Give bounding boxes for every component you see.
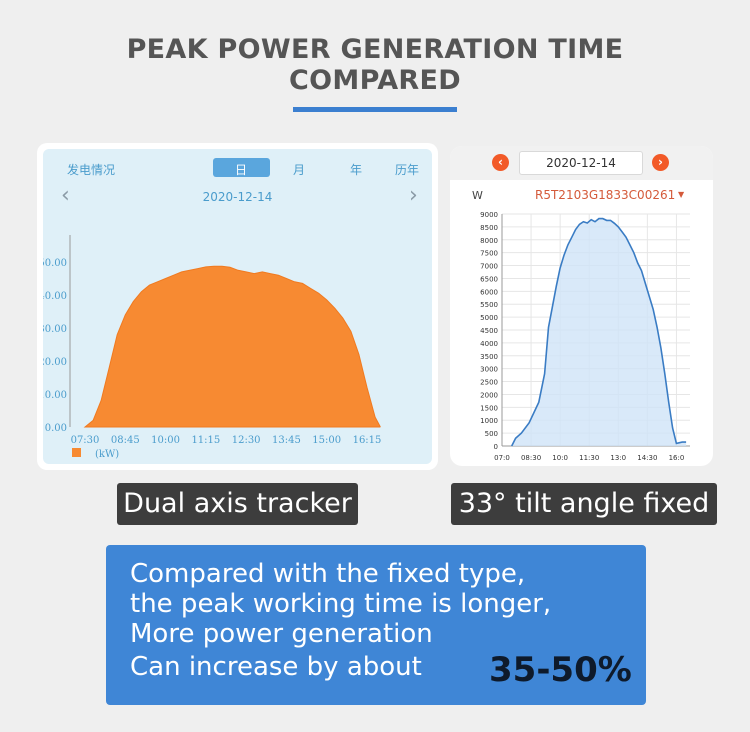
x-tick-label: 16:0: [669, 454, 685, 462]
x-tick-label: 07:30: [71, 435, 100, 446]
tab-year[interactable]: 年: [350, 163, 363, 177]
y-tick-label: 2000: [480, 391, 498, 399]
label-fixed-tilt: 33° tilt angle fixed: [451, 483, 717, 525]
power-line-series: [510, 217, 687, 447]
legend-swatch: [72, 448, 81, 457]
y-tick-label: 0: [494, 443, 498, 451]
summary-line-4: Can increase by about: [130, 652, 422, 682]
y-tick-label: 8500: [480, 224, 498, 232]
y-tick-label: 7000: [480, 263, 498, 271]
x-tick-label: 13:0: [610, 454, 626, 462]
summary-line-1: Compared with the fixed type,: [130, 559, 526, 589]
x-tick-label: 10:0: [552, 454, 568, 462]
y-tick-label: 10.00: [43, 390, 67, 401]
left-power-chart: 0.00 10.00 20.00 30.00 40.00 50.00 07:30 08:45 1…: [43, 235, 382, 460]
y-tick-label: 500: [485, 430, 498, 438]
date-field[interactable]: 2020-12-14: [519, 151, 643, 175]
summary-line-3: More power generation: [130, 619, 433, 649]
y-tick-label: 4000: [480, 340, 498, 348]
tab-day-highlight[interactable]: [213, 158, 270, 177]
tab-generation[interactable]: 发电情况: [67, 163, 116, 177]
y-tick-label: 20.00: [43, 357, 67, 368]
unit-label: W: [472, 189, 483, 202]
legend-unit: (kW): [95, 449, 119, 460]
prev-date-icon[interactable]: ‹: [492, 154, 509, 171]
y-tick-label: 30.00: [43, 324, 67, 335]
x-tick-label: 07:0: [494, 454, 510, 462]
x-tick-label: 15:00: [312, 435, 341, 446]
device-select[interactable]: R5T2103G1833C00261: [535, 188, 676, 202]
y-tick-label: 2500: [480, 379, 498, 387]
right-power-chart: 0 500 1000 1500 2000 2500 3000 3500 4000 4500 5000…: [480, 211, 690, 462]
y-tick-label: 5000: [480, 314, 498, 322]
x-tick-label: 16:15: [353, 435, 382, 446]
y-tick-label: 4500: [480, 327, 498, 335]
prev-day-icon[interactable]: ‹: [61, 183, 70, 208]
increase-percentage: 35-50%: [489, 650, 632, 690]
power-area-series: [83, 265, 381, 428]
y-tick-label: 7500: [480, 250, 498, 258]
y-tick-label: 3500: [480, 353, 498, 361]
next-date-icon[interactable]: ›: [652, 154, 669, 171]
y-tick-label: 40.00: [43, 291, 67, 302]
y-tick-label: 3000: [480, 366, 498, 374]
x-tick-label: 14:30: [637, 454, 657, 462]
y-tick-label: 6000: [480, 288, 498, 296]
x-tick-label: 12:30: [232, 435, 261, 446]
y-tick-label: 0.00: [45, 423, 67, 434]
x-tick-label: 11:15: [191, 435, 220, 446]
next-day-icon[interactable]: ›: [409, 183, 418, 208]
x-tick-label: 11:30: [579, 454, 599, 462]
y-tick-label: 9000: [480, 211, 498, 219]
y-tick-label: 1500: [480, 404, 498, 412]
y-tick-label: 8000: [480, 237, 498, 245]
summary-box: Compared with the fixed type, the peak w…: [106, 545, 646, 705]
tab-month[interactable]: 月: [293, 163, 306, 177]
title-underline: [293, 107, 457, 112]
x-tick-label: 13:45: [272, 435, 301, 446]
y-tick-label: 50.00: [43, 258, 67, 269]
title-line-2: COMPARED: [289, 65, 461, 96]
title-line-1: PEAK POWER GENERATION TIME: [126, 34, 624, 65]
date-picker-bar: ‹ 2020-12-14 ›: [450, 146, 713, 180]
dual-axis-chart-panel: 发电情况 日 月 年 历年 ‹ 2020-12-14 › 0.00 10.00 20…: [37, 143, 438, 470]
y-tick-label: 6500: [480, 275, 498, 283]
x-tick-label: 10:00: [151, 435, 180, 446]
tab-all-years[interactable]: 历年: [395, 163, 420, 177]
tab-day[interactable]: 日: [235, 163, 248, 177]
left-chart-area: 发电情况 日 月 年 历年 ‹ 2020-12-14 › 0.00 10.00 20…: [43, 149, 432, 464]
label-dual-axis: Dual axis tracker: [117, 483, 358, 525]
left-date: 2020-12-14: [202, 190, 273, 204]
fixed-tilt-chart-panel: ‹ 2020-12-14 › W R5T2103G1833C00261 ▼ 0 5…: [450, 146, 713, 466]
x-tick-label: 08:45: [111, 435, 140, 446]
y-tick-label: 1000: [480, 417, 498, 425]
summary-line-2: the peak working time is longer,: [130, 589, 552, 619]
y-tick-label: 5500: [480, 301, 498, 309]
x-tick-label: 08:30: [521, 454, 541, 462]
chevron-down-icon[interactable]: ▼: [678, 190, 685, 199]
